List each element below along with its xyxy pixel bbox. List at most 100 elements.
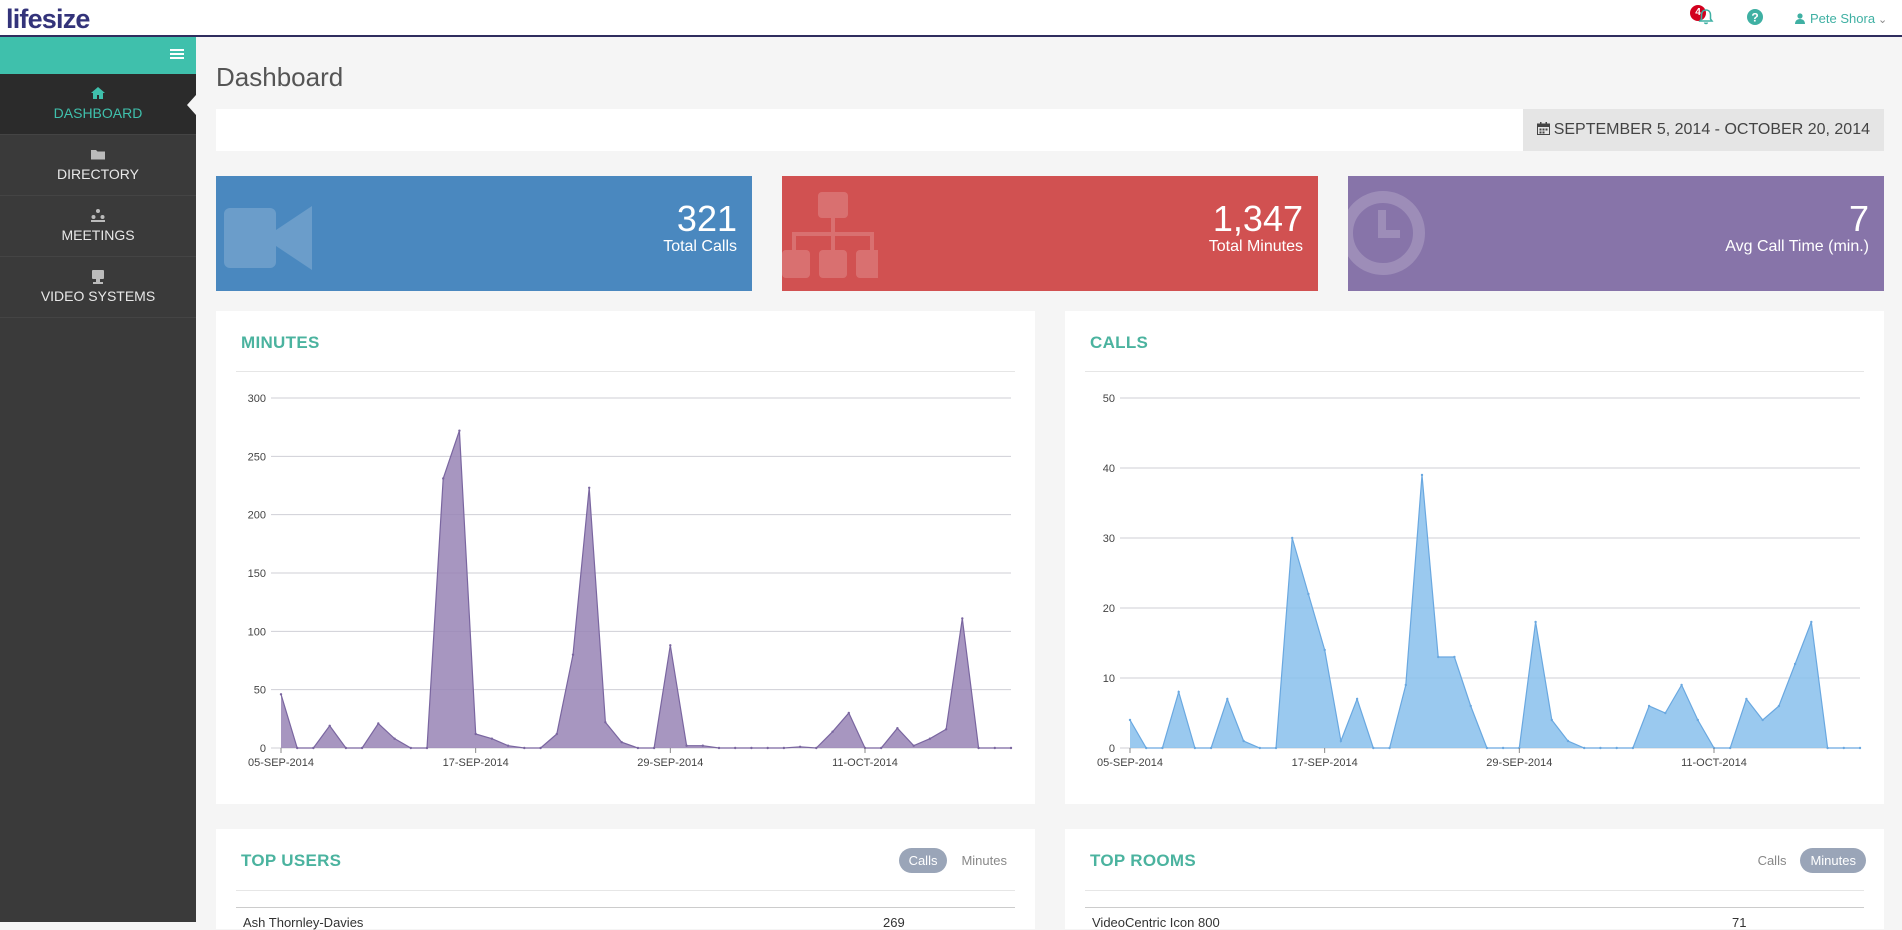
- data-point[interactable]: [669, 644, 672, 647]
- data-point[interactable]: [1339, 739, 1343, 743]
- data-point[interactable]: [1242, 739, 1245, 743]
- user-menu[interactable]: Pete Shora ⌄: [1795, 11, 1887, 26]
- data-point[interactable]: [912, 744, 915, 747]
- data-point[interactable]: [377, 722, 380, 725]
- data-point[interactable]: [1696, 718, 1699, 722]
- data-point[interactable]: [1745, 697, 1748, 701]
- data-point[interactable]: [1453, 655, 1456, 659]
- data-point[interactable]: [1485, 746, 1489, 750]
- sidebar-item-directory[interactable]: DIRECTORY: [0, 135, 196, 196]
- data-point[interactable]: [1583, 746, 1586, 750]
- data-point[interactable]: [458, 429, 461, 432]
- data-point[interactable]: [1291, 536, 1294, 540]
- data-point[interactable]: [425, 746, 429, 750]
- data-point[interactable]: [1647, 704, 1651, 708]
- data-point[interactable]: [1226, 697, 1229, 701]
- data-point[interactable]: [847, 711, 850, 715]
- data-point[interactable]: [1437, 655, 1440, 659]
- data-point[interactable]: [1372, 746, 1375, 750]
- data-point[interactable]: [1826, 746, 1829, 750]
- data-point[interactable]: [815, 746, 818, 750]
- date-range-picker[interactable]: SEPTEMBER 5, 2014 - OCTOBER 20, 2014: [1522, 109, 1884, 151]
- data-point[interactable]: [831, 730, 834, 733]
- toggle-minutes[interactable]: Minutes: [961, 853, 1007, 868]
- toggle-calls[interactable]: Calls: [898, 848, 948, 873]
- data-point[interactable]: [798, 745, 802, 748]
- data-point[interactable]: [880, 746, 883, 750]
- data-point[interactable]: [279, 693, 283, 696]
- data-point[interactable]: [1274, 746, 1278, 750]
- data-point[interactable]: [782, 746, 786, 750]
- data-point[interactable]: [1566, 739, 1570, 743]
- data-point[interactable]: [1680, 683, 1683, 687]
- data-point[interactable]: [1550, 718, 1553, 722]
- data-point[interactable]: [1729, 746, 1732, 750]
- data-point[interactable]: [620, 741, 623, 744]
- data-point[interactable]: [636, 746, 640, 750]
- data-point[interactable]: [1599, 746, 1602, 750]
- data-point[interactable]: [360, 746, 364, 750]
- data-point[interactable]: [588, 486, 591, 489]
- data-point[interactable]: [1469, 704, 1472, 708]
- data-point[interactable]: [328, 724, 331, 727]
- data-point[interactable]: [344, 746, 348, 750]
- data-point[interactable]: [604, 721, 607, 724]
- bell-icon[interactable]: [1697, 8, 1715, 31]
- sidebar-item-dashboard[interactable]: DASHBOARD: [0, 74, 196, 135]
- data-point[interactable]: [474, 732, 477, 736]
- data-point[interactable]: [863, 746, 867, 750]
- data-point[interactable]: [1161, 746, 1164, 750]
- data-point[interactable]: [717, 746, 721, 750]
- data-point[interactable]: [1355, 697, 1359, 701]
- data-point[interactable]: [961, 617, 964, 620]
- data-point[interactable]: [523, 746, 526, 750]
- help-icon[interactable]: ?: [1746, 8, 1764, 31]
- toggle-minutes[interactable]: Minutes: [1800, 848, 1866, 873]
- data-point[interactable]: [896, 727, 899, 730]
- data-point[interactable]: [1858, 746, 1862, 750]
- data-point[interactable]: [1534, 620, 1537, 624]
- data-point[interactable]: [409, 746, 412, 750]
- data-point[interactable]: [442, 477, 445, 480]
- toggle-calls[interactable]: Calls: [1757, 853, 1787, 868]
- data-point[interactable]: [1615, 746, 1618, 750]
- data-point[interactable]: [928, 737, 932, 740]
- data-point[interactable]: [1842, 746, 1845, 750]
- data-point[interactable]: [766, 746, 769, 750]
- data-point[interactable]: [1404, 683, 1407, 687]
- data-point[interactable]: [1307, 592, 1310, 596]
- data-point[interactable]: [571, 653, 575, 656]
- data-point[interactable]: [1258, 746, 1261, 750]
- data-point[interactable]: [506, 744, 510, 747]
- data-point[interactable]: [734, 746, 737, 750]
- data-point[interactable]: [1128, 718, 1132, 722]
- data-point[interactable]: [555, 732, 558, 736]
- data-point[interactable]: [1145, 746, 1148, 750]
- data-point[interactable]: [539, 746, 542, 750]
- data-point[interactable]: [1712, 746, 1716, 750]
- data-point[interactable]: [1761, 718, 1764, 722]
- data-point[interactable]: [1631, 746, 1635, 750]
- data-point[interactable]: [652, 746, 656, 750]
- data-point[interactable]: [1777, 704, 1781, 708]
- data-point[interactable]: [1501, 746, 1505, 750]
- data-point[interactable]: [1323, 648, 1326, 652]
- data-point[interactable]: [1518, 746, 1521, 750]
- data-point[interactable]: [944, 728, 948, 731]
- data-point[interactable]: [1793, 662, 1797, 666]
- data-point[interactable]: [312, 746, 315, 750]
- data-point[interactable]: [993, 746, 996, 750]
- data-point[interactable]: [1177, 690, 1180, 694]
- hamburger-icon[interactable]: [170, 47, 184, 65]
- data-point[interactable]: [977, 746, 980, 750]
- data-point[interactable]: [296, 746, 299, 750]
- table-row[interactable]: Ash Thornley-Davies 269: [243, 915, 1013, 930]
- data-point[interactable]: [1009, 746, 1013, 750]
- sidebar-item-video-systems[interactable]: VIDEO SYSTEMS: [0, 257, 196, 318]
- data-point[interactable]: [1388, 746, 1391, 750]
- data-point[interactable]: [1664, 711, 1667, 715]
- lifesize-logo[interactable]: lifesize: [6, 4, 90, 34]
- data-point[interactable]: [1810, 620, 1813, 624]
- data-point[interactable]: [1193, 746, 1197, 750]
- data-point[interactable]: [1209, 746, 1213, 750]
